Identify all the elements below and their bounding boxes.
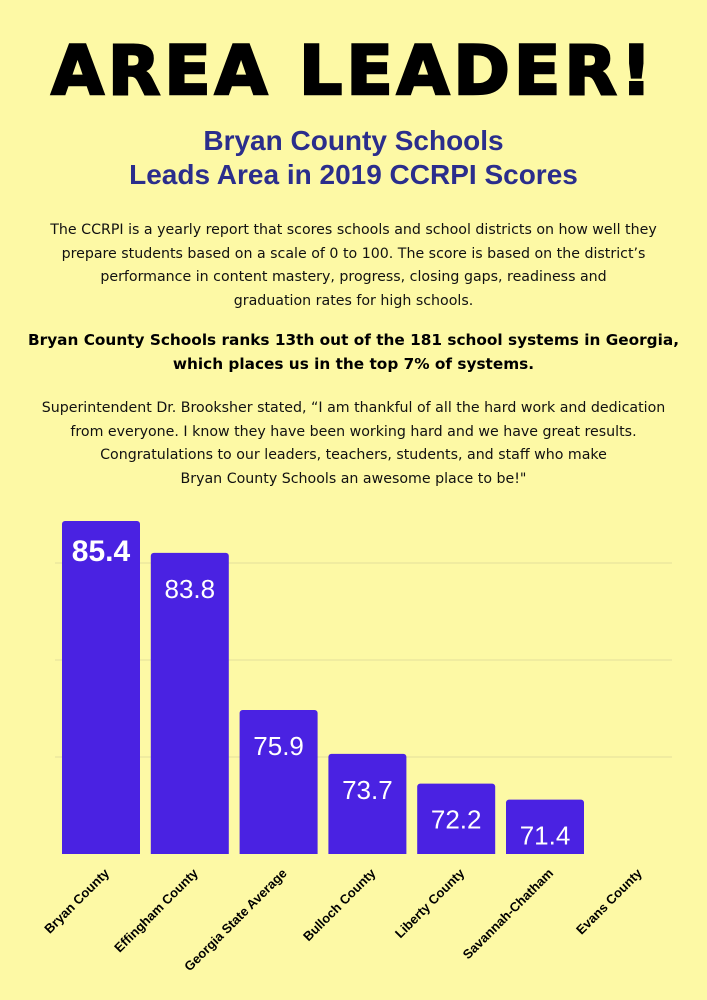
rank-line: Bryan County Schools ranks 13th out of t… [27,331,680,349]
gridlines [55,562,672,758]
bar-value-label: 73.7 [342,775,393,805]
bar-value-label: 85.4 [72,535,131,568]
bar-group: 72.2 [417,783,496,858]
bar [239,710,318,858]
subtitle: Bryan County Schools Leads Area in 2019 … [0,124,707,192]
bar-group: 73.7 [328,753,407,858]
bar-group: 71.4 [506,799,584,858]
subtitle-line: Bryan County Schools [203,125,504,156]
bar-group: 75.9 [239,710,318,858]
bar [328,753,407,858]
quote-paragraph: Superintendent Dr. Brooksher stated, “I … [30,397,677,491]
headline: AREA LEADER! [50,31,656,113]
quote-line: Congratulations to our leaders, teachers… [100,447,607,464]
intro-line: prepare students based on a scale of 0 t… [61,245,646,262]
quote-line: Superintendent Dr. Brooksher stated, “I … [41,400,666,416]
bar-group: 85.4 [62,521,140,858]
subtitle-line: Leads Area in 2019 CCRPI Scores [129,159,578,190]
quote-line: Bryan County Schools an awesome place to… [180,470,527,487]
bar-chart: 85.483.875.973.772.271.467.1Bryan County… [0,521,707,1000]
bar [150,552,229,858]
bar-value-label: 83.8 [164,574,215,604]
bar [506,799,584,858]
rank-statement: Bryan County Schools ranks 13th out of t… [20,329,687,376]
bar-value-label: 72.2 [431,805,482,835]
bar [62,521,140,858]
quote-line: from everyone. I know they have been wor… [70,423,637,440]
bar-group: 83.8 [150,552,229,858]
intro-line: graduation rates for high schools. [233,292,474,309]
intro-line: The CCRPI is a yearly report that scores… [50,222,657,238]
bar-value-label: 75.9 [253,731,304,761]
bar [417,783,496,858]
bar-value-label: 71.4 [520,821,571,851]
intro-paragraph: The CCRPI is a yearly report that scores… [30,219,677,313]
rank-line: which places us in the top 7% of systems… [172,354,535,373]
chart-footer-band [0,854,707,1000]
intro-line: performance in content mastery, progress… [100,269,607,286]
